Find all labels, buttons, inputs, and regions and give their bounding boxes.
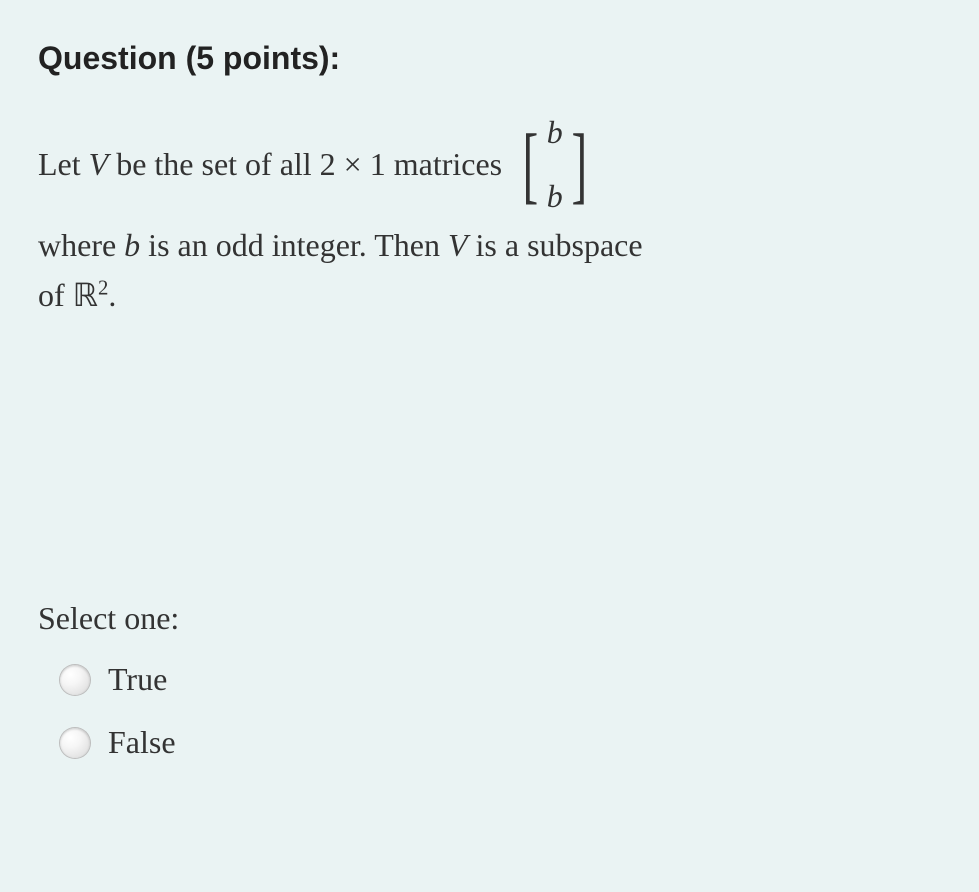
spacer <box>38 320 941 600</box>
matrix-column: b b <box>545 108 565 221</box>
question-line-1: Let V be the set of all 2 × 1 matrices [… <box>38 115 941 215</box>
text-fragment: of <box>38 277 73 313</box>
math-var-b: b <box>124 227 140 263</box>
bracket-right-icon: ] <box>571 126 587 203</box>
question-line-2: where b is an odd integer. Then V is a s… <box>38 221 941 271</box>
math-var-v: V <box>448 227 468 263</box>
matrix-entry-top: b <box>547 108 563 158</box>
text-fragment: matrices <box>386 146 502 182</box>
math-exponent: 2 <box>98 276 108 299</box>
math-var-v: V <box>89 146 109 182</box>
question-line-3: of ℝ2. <box>38 271 941 321</box>
option-false-label: False <box>108 724 176 761</box>
math-num-1: 1 <box>370 146 386 182</box>
radio-true[interactable] <box>60 665 90 695</box>
option-false[interactable]: False <box>60 724 941 761</box>
question-heading: Question (5 points): <box>38 40 941 77</box>
text-fragment: where <box>38 227 124 263</box>
option-true-label: True <box>108 661 167 698</box>
option-true[interactable]: True <box>60 661 941 698</box>
text-fragment: Let <box>38 146 89 182</box>
text-fragment: is an odd integer. Then <box>140 227 448 263</box>
bracket-left-icon: [ <box>523 126 539 203</box>
question-body: Let V be the set of all 2 × 1 matrices [… <box>38 115 941 320</box>
question-container: Question (5 points): Let V be the set of… <box>0 0 979 807</box>
matrix: [ b b ] <box>516 115 593 215</box>
math-real: ℝ <box>73 277 98 313</box>
math-num-2: 2 <box>320 146 336 182</box>
radio-false[interactable] <box>60 728 90 758</box>
math-times: × <box>336 146 370 182</box>
text-fragment: be the set of all <box>108 146 319 182</box>
select-prompt: Select one: <box>38 600 941 637</box>
text-fragment: . <box>108 277 116 313</box>
text-fragment: is a subspace <box>468 227 643 263</box>
matrix-entry-bottom: b <box>547 172 563 222</box>
